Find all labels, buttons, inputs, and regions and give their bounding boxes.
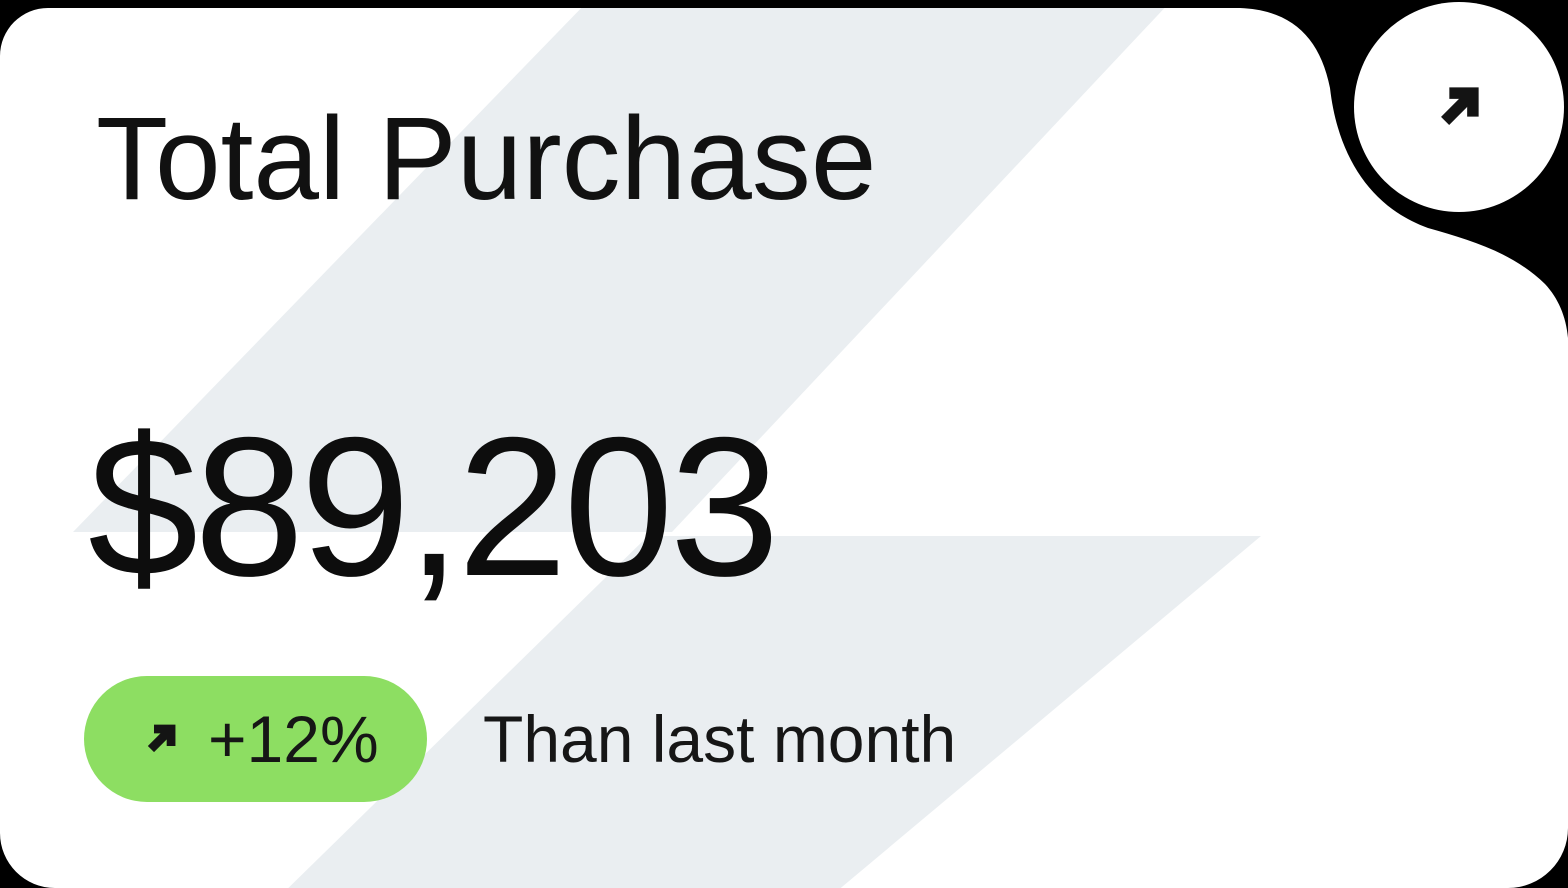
page-title: Total Purchase bbox=[96, 93, 877, 225]
lightning-watermark bbox=[73, 8, 1261, 888]
trend-badge-label: +12% bbox=[208, 702, 379, 776]
expand-button[interactable] bbox=[1354, 2, 1564, 212]
arrow-up-right-icon bbox=[147, 724, 176, 753]
trend-badge: +12% bbox=[84, 676, 427, 802]
trend-row: +12% Than last month bbox=[84, 676, 956, 802]
total-purchase-value: $89,203 bbox=[88, 396, 780, 617]
arrow-up-right-icon bbox=[1441, 87, 1479, 125]
comparison-label: Than last month bbox=[483, 702, 957, 776]
